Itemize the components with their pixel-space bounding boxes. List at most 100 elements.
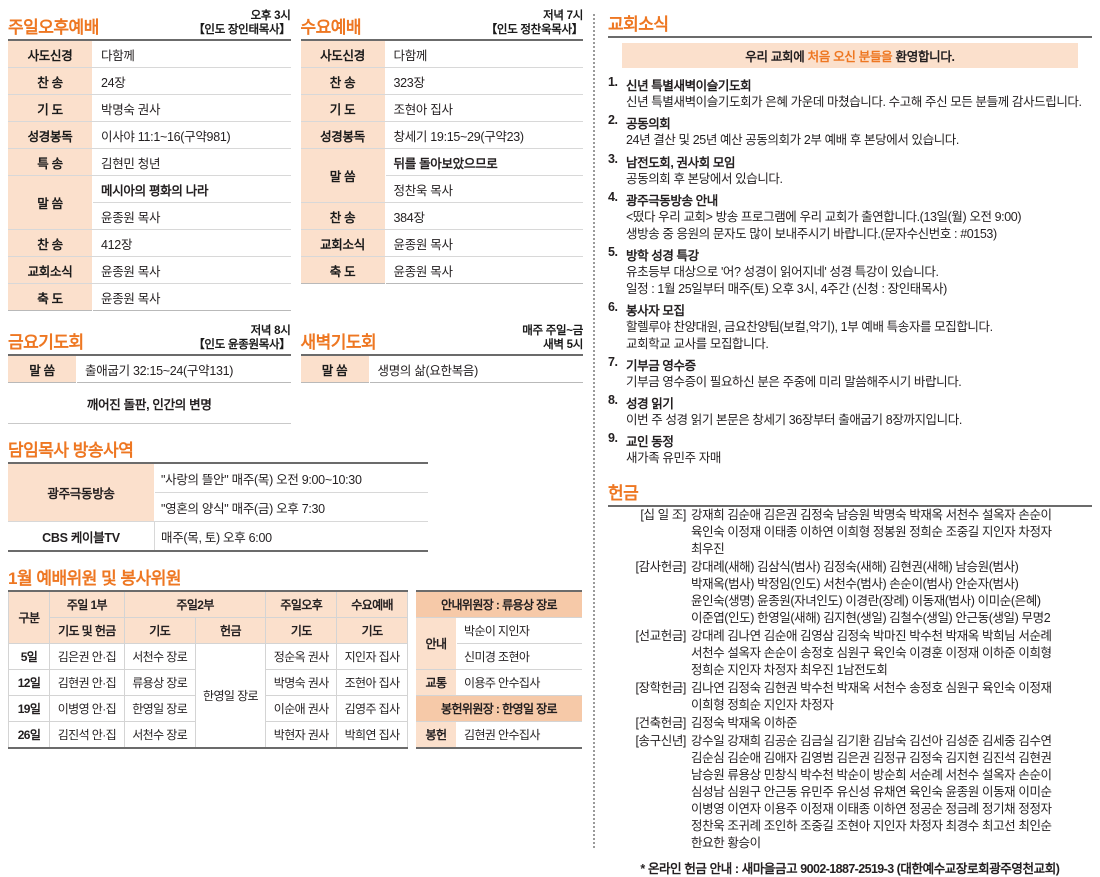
cell-afternoon: 이순애 권사 bbox=[265, 694, 338, 722]
broadcast-station: CBS 케이블TV bbox=[8, 521, 155, 552]
row-value: 조현아 집사 bbox=[385, 94, 583, 123]
welcome-banner: 우리 교회에 처음 오신 분들을 환영합니다. bbox=[622, 43, 1078, 68]
broadcast-section: 담임목사 방송사역 광주극동방송 "사랑의 뜰안" 매주(목) 오전 9:00~… bbox=[8, 442, 428, 553]
row-value: 윤종원 목사 bbox=[92, 256, 291, 285]
offering-title: 헌금 bbox=[608, 484, 639, 503]
offering-name-line: 최우진 bbox=[691, 542, 725, 556]
news-item-line: 이번 주 성경 읽기 본문은 창세기 36장부터 출애굽기 8장까지입니다. bbox=[626, 413, 962, 427]
online-offering-note: * 온라인 헌금 안내 : 새마을금고 9002-1887-2519-3 (대한… bbox=[608, 858, 1092, 877]
committee-left: 1월 예배위원 및 봉사위원 구분 주일 1부 주일2부 주일오후 수요예배 기… bbox=[8, 570, 408, 749]
cell-day: 19일 bbox=[8, 694, 50, 722]
col-header-wednesday: 수요예배 bbox=[336, 590, 408, 618]
service-row: 기 도 박명숙 권사 bbox=[8, 94, 291, 123]
news-item-heading: 방학 성경 특강 bbox=[626, 248, 699, 263]
service-row: 교회소식 윤종원 목사 bbox=[300, 229, 583, 258]
col-header-sunday1: 주일 1부 bbox=[49, 590, 125, 618]
row-value: 정찬욱 목사 bbox=[385, 175, 583, 204]
offering-name-line: 심성남 심원구 안근동 유민주 유신성 유채연 육인숙 윤종원 이동재 이미순 bbox=[691, 785, 1052, 799]
news-item-line: <떴다 우리 교회> 방송 프로그램에 우리 교회가 출연합니다.(13일(월)… bbox=[626, 209, 1022, 224]
list-item: 4. 광주극동방송 안내 <떴다 우리 교회> 방송 프로그램에 우리 교회가 출… bbox=[608, 190, 1092, 243]
row-label: 성경봉독 bbox=[300, 121, 386, 150]
offering-category: [십 일 조] bbox=[640, 508, 686, 522]
news-item-heading: 기부금 영수증 bbox=[626, 358, 696, 373]
chief-guide-label: 안내위원장 : 류용상 장로 bbox=[416, 591, 582, 619]
service-time-line1: 오후 3시 bbox=[250, 10, 291, 22]
committee-subheader-row: 기도 및 헌금 기도 헌금 기도 기도 bbox=[9, 616, 408, 644]
row-value: 384장 bbox=[385, 202, 583, 231]
news-item-line: 기부금 영수증이 필요하신 분은 주중에 미리 말씀해주시기 바랍니다. bbox=[626, 374, 962, 389]
news-item-line: 생방송 중 응원의 문자도 많이 보내주시기 바랍니다.(문자수신번호 : #0… bbox=[626, 226, 997, 241]
prayer-time-line1: 저녁 8시 bbox=[250, 325, 291, 338]
cell-day: 26일 bbox=[8, 720, 50, 749]
service-table: 사도신경 다함께 찬 송 323장 기 도 조현아 집사 성경봉독 창세기 19:15~… bbox=[300, 39, 583, 285]
service-row: 정찬욱 목사 bbox=[301, 175, 583, 204]
offering-name-line: 이준엽(인도) 한영일(새해) 김지현(생일) 김철수(생일) 안근동(생일) … bbox=[691, 611, 1051, 625]
cell-wednesday: 지인자 집사 bbox=[336, 642, 408, 670]
list-item: 5. 방학 성경 특강 유초등부 대상으로 '어? 성경이 읽어지네' 성경 특강… bbox=[608, 245, 1092, 298]
offering-name-line: 정희순 지인자 차정자 최우진 1남전도회 bbox=[691, 663, 888, 677]
prayer-time-line2: 새벽 5시 bbox=[543, 338, 583, 351]
row-value: 윤종원 목사 bbox=[385, 256, 583, 284]
news-item-title: 1. 신년 특별새벽이슬기도회 bbox=[608, 75, 1092, 94]
offering-names: 강대례(새해) 김삼식(범사) 김정숙(새해) 김현권(새해) 남승원(범사) … bbox=[691, 559, 1092, 628]
offering-category: [선교헌금] bbox=[635, 629, 686, 643]
cell-wednesday: 조현아 집사 bbox=[336, 668, 408, 696]
news-item-number: 6. bbox=[608, 299, 618, 314]
prayer-dawn: 새벽기도회 매주 주일~금 새벽 5시 말 씀 생명의 삶(요한복음) bbox=[300, 325, 583, 424]
guide-names-line1: 박순이 지인자 bbox=[456, 617, 582, 645]
cell-day: 12일 bbox=[8, 668, 50, 696]
broadcast-row: "영혼의 양식" 매주(금) 오후 7:30 bbox=[8, 492, 428, 523]
list-item: 3. 남전도회, 권사회 모임 공동의회 후 본당에서 있습니다. bbox=[608, 152, 1092, 188]
bulletin-page: 주일오후예배 오후 3시 【인도 장인태목사】 사도신경 다함께 찬 송 24장 기… bbox=[8, 10, 1092, 876]
row-label: 찬 송 bbox=[8, 67, 93, 96]
ushers-chief-row: 봉헌위원장 : 한영일 장로 bbox=[416, 695, 582, 723]
offering-label: 봉헌 bbox=[416, 721, 457, 749]
service-row: 교회소식 윤종원 목사 bbox=[8, 256, 291, 285]
news-item-line: 할렐루야 찬양대원, 금요찬양팀(보컬,악기), 1부 예배 특송자를 모집합니… bbox=[626, 319, 993, 334]
prayer-friday: 금요기도회 저녁 8시 【인도 윤종원목사】 말 씀 출애굽기 32:15~24… bbox=[8, 325, 291, 425]
right-column: 교회소식 우리 교회에 처음 오신 분들을 환영합니다. 1. 신년 특별새벽이슬… bbox=[596, 10, 1092, 876]
service-time: 오후 3시 【인도 장인태목사】 bbox=[193, 10, 291, 37]
offering-group: [건축헌금] 김정숙 박재옥 이하준 bbox=[608, 715, 1092, 733]
committee-table: 구분 주일 1부 주일2부 주일오후 수요예배 기도 및 헌금 기도 헌금 기도… bbox=[8, 589, 408, 749]
service-row: 성경봉독 이사야 11:1~16(구약981) bbox=[8, 121, 291, 150]
cell-sunday2-prayer: 서천수 장로 bbox=[123, 642, 196, 670]
offering-name-line: 정찬욱 조귀례 조인하 조중길 조현아 지인자 차정자 최경수 최고선 최인순 bbox=[691, 819, 1052, 833]
column-divider bbox=[593, 14, 596, 848]
news-item-heading: 공동의회 bbox=[626, 117, 671, 132]
offering-name: 김현권 안수집사 bbox=[464, 728, 540, 743]
offering-name-line: 강수일 강재희 김공순 김금실 김기환 김남숙 김선아 김성준 김세중 김수연 bbox=[691, 734, 1052, 748]
chief-offering-label: 봉헌위원장 : 한영일 장로 bbox=[416, 695, 582, 723]
subcol-prayer-offering: 기도 및 헌금 bbox=[49, 616, 125, 644]
service-row: 사도신경 다함께 bbox=[300, 40, 583, 69]
offering-names: 강수일 강재희 김공순 김금실 김기환 김남숙 김선아 김성준 김세중 김수연 … bbox=[691, 733, 1092, 853]
offering-group: [십 일 조] 강재희 김순애 김은권 김정숙 남승원 박명숙 박재옥 서천수 … bbox=[608, 506, 1092, 559]
offering-name-line: 서천수 설옥자 손순이 송정호 심원구 육인숙 이경훈 이정재 이하준 이희형 bbox=[691, 646, 1052, 660]
broadcast-program: 매주(목, 토) 오후 6:00 bbox=[161, 530, 272, 545]
ushers-row: 신미경 조현아 bbox=[416, 643, 582, 671]
subcol-prayer: 기도 bbox=[265, 616, 338, 644]
offering-name-line: 윤인숙(생명) 윤종원(자녀인도) 이경란(장례) 이동재(범사) 이미순(은혜… bbox=[691, 594, 1041, 608]
row-value: 메시아의 평화의 나라 bbox=[92, 175, 291, 204]
service-title: 주일오후예배 bbox=[8, 18, 99, 38]
service-row: 특 송 김현민 청년 bbox=[8, 148, 291, 177]
service-row: 성경봉독 창세기 19:15~29(구약23) bbox=[300, 121, 583, 150]
news-item-line: 공동의회 후 본당에서 있습니다. bbox=[626, 171, 783, 186]
service-row: 기 도 조현아 집사 bbox=[300, 94, 583, 123]
table-row: 26일 김진석 안·집 서천수 장로 박현자 권사 박희연 집사 bbox=[8, 720, 408, 749]
offering-group: [감사헌금] 강대례(새해) 김삼식(범사) 김정숙(새해) 김현권(새해) 남… bbox=[608, 559, 1092, 628]
service-header: 주일오후예배 오후 3시 【인도 장인태목사】 bbox=[8, 10, 291, 37]
offering-name-line: 한요한 황승이 bbox=[691, 836, 761, 850]
news-item-line: 교회학교 교사를 모집합니다. bbox=[626, 336, 769, 351]
prayer-time-line1: 매주 주일~금 bbox=[522, 325, 583, 338]
cell-sunday1: 이병영 안·집 bbox=[49, 694, 125, 722]
broadcast-row: CBS 케이블TV 매주(목, 토) 오후 6:00 bbox=[8, 521, 428, 552]
table-row: 12일 김현권 안·집 류용상 장로 박명숙 권사 조현아 집사 bbox=[8, 668, 408, 696]
row-value: 323장 bbox=[385, 67, 583, 96]
service-row: 축 도 윤종원 목사 bbox=[8, 283, 291, 311]
ushers-table: 안내위원장 : 류용상 장로 안내 박순이 지인자 신미경 조현아 교통 이용주… bbox=[416, 590, 582, 750]
row-value: 윤종원 목사 bbox=[92, 202, 291, 231]
row-label: 성경봉독 bbox=[8, 121, 93, 150]
row-label: 기 도 bbox=[8, 94, 93, 123]
list-item: 9. 교인 동정 새가족 유민주 자매 bbox=[608, 431, 1092, 467]
